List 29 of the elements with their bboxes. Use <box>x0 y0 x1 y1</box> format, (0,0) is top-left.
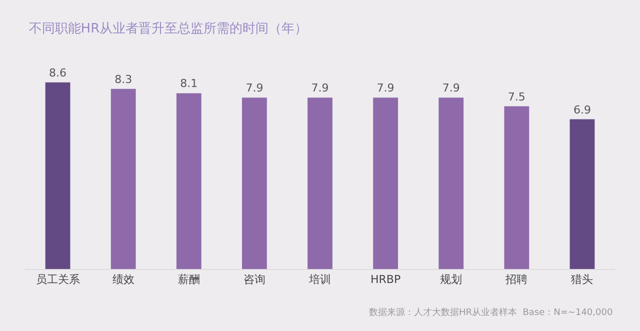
data-label: 8.1 <box>180 77 198 90</box>
x-tick-label: 绩效 <box>112 273 134 286</box>
data-label: 6.9 <box>573 103 591 116</box>
bar <box>504 106 530 269</box>
bar <box>176 93 202 269</box>
x-tick-label: 咨询 <box>243 273 266 286</box>
data-label: 7.9 <box>311 82 329 95</box>
data-label: 7.5 <box>508 90 526 104</box>
x-tick-label: 猎头 <box>571 273 594 286</box>
source-note: 数据来源：人才大数据HR从业者样本 Base：N=~140,000 <box>369 307 613 318</box>
x-tick-label: HRBP <box>370 273 401 286</box>
bar <box>242 98 267 269</box>
bar <box>45 82 70 269</box>
x-tick-label: 培训 <box>308 273 331 286</box>
x-tick-label: 招聘 <box>504 273 528 286</box>
x-tick-label: 薪酬 <box>178 273 200 286</box>
bar <box>570 119 595 269</box>
chart-title: 不同职能HR从业者晋升至总监所需的时间（年） <box>28 21 308 36</box>
bar <box>438 98 464 269</box>
data-label: 7.9 <box>376 82 394 95</box>
data-label: 7.9 <box>246 82 264 95</box>
x-tick-label: 员工关系 <box>36 273 80 286</box>
bar <box>308 98 332 269</box>
x-tick-label: 规划 <box>440 273 462 286</box>
data-label: 7.9 <box>442 82 460 95</box>
bar <box>110 88 136 269</box>
data-label: 8.6 <box>49 66 67 80</box>
bar <box>373 98 398 269</box>
data-label: 8.3 <box>114 72 132 86</box>
